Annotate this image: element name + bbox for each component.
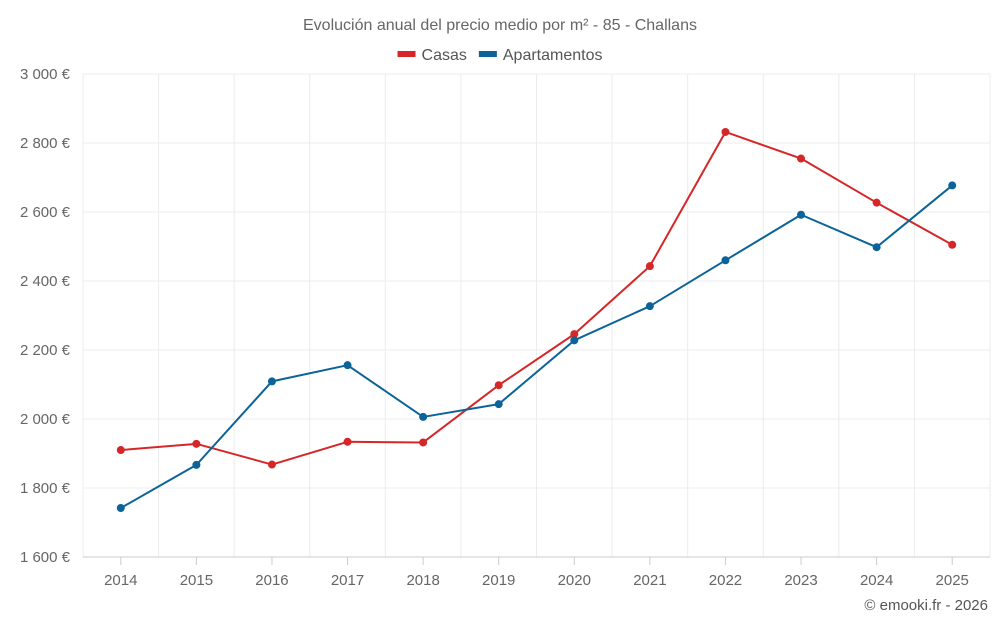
x-tick-label: 2016 [255, 572, 288, 589]
chart-title: Evolución anual del precio medio por m² … [303, 17, 697, 34]
legend-item-apartamentos[interactable]: Apartamentos [478, 47, 603, 64]
data-point-apartamentos[interactable] [343, 361, 352, 370]
data-point-apartamentos[interactable] [872, 243, 881, 252]
legend-item-casas[interactable]: Casas [397, 47, 467, 64]
x-gridlines [82, 74, 991, 557]
series-line-apartamentos [120, 184, 953, 509]
y-tick-label: 2 400 € [20, 273, 71, 290]
data-point-apartamentos[interactable] [645, 302, 654, 311]
data-point-apartamentos[interactable] [267, 377, 276, 386]
data-point-apartamentos[interactable] [797, 210, 806, 219]
y-axis: 1 600 € 1 800 € 2 000 € 2 200 € 2 400 € 2 600… [20, 66, 71, 566]
data-point-apartamentos[interactable] [419, 412, 428, 421]
credit-text: © emooki.fr - 2026 [864, 597, 988, 614]
data-point-casas[interactable] [948, 240, 957, 249]
y-tick-label: 2 800 € [20, 135, 71, 152]
x-tick-label: 2025 [936, 572, 969, 589]
x-tick-label: 2023 [784, 572, 817, 589]
y-gridlines [83, 73, 990, 558]
series-line-casas [120, 130, 953, 466]
y-tick-label: 3 000 € [20, 66, 71, 83]
data-point-apartamentos[interactable] [570, 336, 579, 345]
data-point-casas[interactable] [116, 446, 125, 455]
legend-swatch [397, 51, 416, 57]
data-point-casas[interactable] [721, 127, 730, 136]
data-point-casas[interactable] [419, 438, 428, 447]
series-apartamentos [116, 181, 957, 513]
data-point-casas[interactable] [797, 154, 806, 163]
x-tick-label: 2015 [180, 572, 213, 589]
data-point-apartamentos[interactable] [494, 400, 503, 409]
y-tick-label: 2 000 € [20, 411, 71, 428]
x-tick-label: 2021 [633, 572, 666, 589]
y-tick-label: 2 600 € [20, 204, 71, 221]
data-point-casas[interactable] [494, 381, 503, 390]
x-tick-label: 2022 [709, 572, 742, 589]
data-point-apartamentos[interactable] [948, 181, 957, 190]
series-layer [116, 127, 957, 513]
x-tick-label: 2020 [558, 572, 591, 589]
x-tick-label: 2018 [406, 572, 439, 589]
x-tick-label: 2019 [482, 572, 515, 589]
legend-label: Casas [422, 47, 467, 64]
data-point-casas[interactable] [570, 330, 579, 339]
data-point-casas[interactable] [192, 439, 201, 448]
x-tick-label: 2014 [104, 572, 137, 589]
legend-label: Apartamentos [503, 47, 603, 64]
data-point-apartamentos[interactable] [116, 504, 125, 513]
x-axis: 2014 2015 2016 2017 2018 2019 2020 2021 2022 2023… [104, 557, 969, 589]
series-casas [116, 127, 957, 469]
x-tick-label: 2024 [860, 572, 893, 589]
y-tick-label: 1 600 € [20, 549, 71, 566]
data-point-casas[interactable] [267, 460, 276, 469]
data-point-casas[interactable] [645, 262, 654, 271]
chart-legend: Casas Apartamentos [397, 47, 603, 64]
data-point-casas[interactable] [343, 437, 352, 446]
y-tick-label: 2 200 € [20, 342, 71, 359]
data-point-apartamentos[interactable] [192, 460, 201, 469]
legend-swatch [478, 51, 497, 57]
data-point-casas[interactable] [872, 198, 881, 207]
y-tick-label: 1 800 € [20, 480, 71, 497]
data-point-apartamentos[interactable] [721, 256, 730, 265]
x-tick-label: 2017 [331, 572, 364, 589]
